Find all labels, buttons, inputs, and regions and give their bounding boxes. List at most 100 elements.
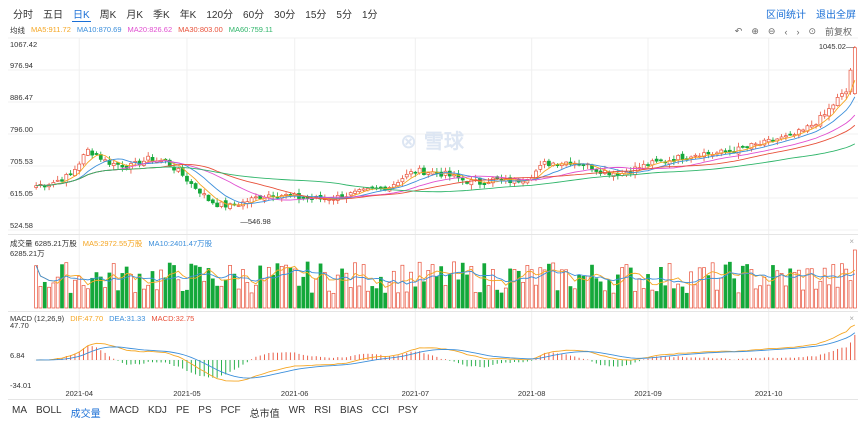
volume-bar <box>516 270 521 309</box>
indicator-tab-9[interactable]: WR <box>288 405 306 416</box>
volume-bar <box>749 269 754 309</box>
period-tab-11[interactable]: 5分 <box>336 10 352 21</box>
watermark-logo: ⊗ 雪球 <box>400 129 465 153</box>
period-tab-3[interactable]: 周K <box>99 10 117 21</box>
period-tab-9[interactable]: 30分 <box>274 10 296 21</box>
volume-bar <box>542 269 547 309</box>
period-tab-12[interactable]: 1分 <box>361 10 378 21</box>
volume-bar <box>322 272 327 309</box>
close-macd-icon[interactable]: × <box>849 314 854 323</box>
period-tab-10[interactable]: 15分 <box>305 10 327 21</box>
zoom-out-icon[interactable]: ⊖ <box>767 26 776 36</box>
indicator-tab-1[interactable]: BOLL <box>36 405 62 416</box>
indicator-tab-11[interactable]: BIAS <box>339 405 363 416</box>
candle-body <box>771 139 775 142</box>
legend-item-4: MA60:759.11 <box>228 25 273 34</box>
volume-bar <box>116 290 120 309</box>
indicator-tab-5[interactable]: PE <box>175 405 190 416</box>
candle-body <box>189 181 194 184</box>
indicator-tab-13[interactable]: PSY <box>398 405 419 416</box>
volume-bar <box>228 265 232 309</box>
dea-line <box>36 332 856 379</box>
volume-bar <box>142 288 146 309</box>
indicator-tab-3[interactable]: MACD <box>109 405 140 416</box>
exit-fullscreen-link[interactable]: 退出全屏 <box>816 10 856 21</box>
candle-body <box>219 201 224 207</box>
candle-body <box>348 192 353 196</box>
period-tab-2[interactable]: 日K <box>72 6 91 22</box>
candle-body <box>706 151 711 155</box>
period-tab-0[interactable]: 分时 <box>13 10 33 21</box>
period-tab-5[interactable]: 季K <box>153 10 170 21</box>
volume-bar <box>684 292 689 309</box>
volume-bar <box>534 284 538 309</box>
volume-bar <box>297 285 301 309</box>
price-tick-label: 705.53 <box>10 157 33 166</box>
legend-item-1: MA10:870.69 <box>76 25 122 34</box>
volume-bar <box>615 274 620 309</box>
volume-bar <box>81 285 86 309</box>
volume-bar <box>38 286 43 309</box>
candle-body <box>439 171 444 177</box>
indicator-tab-8[interactable]: 总市值 <box>249 409 280 420</box>
volume-bar <box>594 278 599 309</box>
volume-bar <box>288 267 293 309</box>
undo-icon[interactable]: ↶ <box>734 26 743 36</box>
candle-body <box>659 159 663 162</box>
volume-bar <box>167 262 172 309</box>
volume-bar <box>628 267 633 309</box>
indicator-tab-6[interactable]: PS <box>198 405 212 416</box>
period-tab-1[interactable]: 五日 <box>43 10 63 21</box>
volume-bar <box>697 267 702 309</box>
indicator-tab-0[interactable]: MA <box>12 405 27 416</box>
period-tab-8[interactable]: 60分 <box>243 10 265 21</box>
macd-tick-label: 47.70 <box>10 321 29 330</box>
volume-bar <box>266 266 271 309</box>
volume-bar <box>215 285 219 309</box>
volume-bar <box>559 269 564 309</box>
volume-bar <box>486 285 491 309</box>
rights-select[interactable]: 前复权 <box>824 27 852 37</box>
macd-tick-label: 6.84 <box>10 351 25 360</box>
candle-body <box>249 197 254 204</box>
volume-bar <box>310 292 314 309</box>
vol-ma5-line <box>35 265 856 288</box>
price-legend: 均线 MA5:911.72 MA10:870.69 MA20:826.62 MA30:8… <box>10 25 273 36</box>
zoom-in-icon[interactable]: ⊕ <box>751 26 759 36</box>
scroll-left-icon[interactable]: ‹ <box>784 26 788 37</box>
high-annotation: 1045.02— <box>819 42 854 51</box>
candle-body <box>90 150 95 156</box>
top-links: 区间统计 退出全屏 <box>766 6 856 21</box>
candle-body <box>680 153 685 160</box>
volume-bar <box>529 269 534 309</box>
indicator-tab-7[interactable]: PCF <box>220 405 241 416</box>
period-tab-4[interactable]: 月K <box>126 10 144 21</box>
candle-body <box>391 184 396 188</box>
candle-body <box>86 148 90 156</box>
volume-bar <box>344 272 349 309</box>
indicator-tab-4[interactable]: KDJ <box>148 405 167 416</box>
close-volume-icon[interactable]: × <box>849 237 854 246</box>
volume-bar <box>521 281 525 309</box>
candle-body <box>840 93 844 97</box>
x-tick-label: 2021-04 <box>65 389 93 398</box>
volume-bar <box>370 286 375 309</box>
period-tab-6[interactable]: 年K <box>179 10 197 21</box>
range-stats-link[interactable]: 区间统计 <box>766 10 806 21</box>
vol-ma10-line <box>35 265 856 285</box>
indicator-tab-2[interactable]: 成交量 <box>70 409 101 420</box>
volume-bar <box>667 263 672 309</box>
scroll-right-icon[interactable]: › <box>796 26 800 37</box>
indicator-tab-12[interactable]: CCI <box>371 405 389 416</box>
volume-bar <box>680 286 685 309</box>
volume-bar <box>745 264 749 309</box>
candle-body <box>749 143 754 150</box>
candle-body <box>422 167 426 175</box>
candle-body <box>215 202 219 208</box>
period-tab-7[interactable]: 120分 <box>206 10 234 21</box>
volume-bar <box>417 261 422 309</box>
reset-icon[interactable]: ⊙ <box>808 26 816 36</box>
price-tick-label: 615.05 <box>10 189 33 198</box>
indicator-tab-10[interactable]: RSI <box>314 405 331 416</box>
